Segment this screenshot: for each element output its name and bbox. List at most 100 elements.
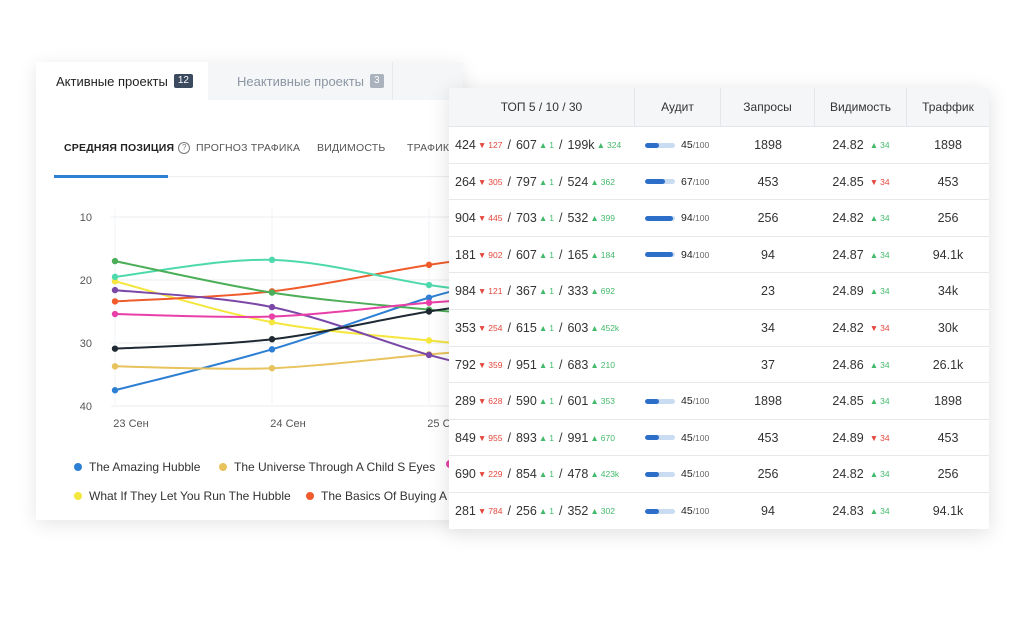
trend-down-icon: ▼ (477, 323, 487, 333)
legend-dot-icon (219, 463, 227, 471)
data-point (111, 273, 119, 281)
trend-up-icon: ▲ (538, 249, 548, 260)
top5-delta: 955 (488, 432, 503, 443)
requests-cell: 453 (757, 430, 779, 445)
trend-up-icon: ▲ (538, 140, 548, 150)
trend-up-icon: ▲ (538, 469, 548, 480)
table-row[interactable]: 264 ▼ 305/797 ▲ 1/524 ▲ 362 67/100 453 24.85 ▼ 34 45… (449, 164, 989, 201)
trend-down-icon: ▼ (477, 213, 487, 224)
header-traffic[interactable]: Траффик (922, 100, 974, 114)
visibility-delta: 34 (880, 506, 890, 516)
data-point (268, 365, 276, 372)
help-icon[interactable]: ? (178, 142, 191, 154)
top10-delta: 1 (549, 323, 554, 333)
audit-bar (645, 471, 675, 477)
separator: / (558, 504, 563, 518)
tab-active-projects[interactable]: Активные проекты 12 (36, 62, 208, 100)
series-line (114, 350, 463, 370)
header-visibility[interactable]: Видимость (815, 88, 907, 126)
top10-value: 590 (515, 394, 537, 409)
visibility-value: 24.82 (832, 321, 864, 335)
table-row[interactable]: 353 ▼ 254/615 ▲ 1/603 ▲ 452k 34 24.82 ▼ 34 30k (449, 310, 989, 347)
table-row[interactable]: 904 ▼ 445/703 ▲ 1/532 ▲ 399 94/100 256 24.82 ▲ 34 25… (449, 200, 989, 237)
audit-cell: 94/100 (645, 200, 709, 236)
data-point (111, 298, 119, 305)
requests-cell: 23 (761, 284, 775, 299)
visibility-value: 24.85 (832, 394, 864, 409)
top-cell: 792 ▼ 359/951 ▲ 1/683 ▲ 210 (455, 347, 615, 383)
top5-value: 264 (455, 174, 476, 189)
projects-table: ТОП 5 / 10 / 30 Аудит Запросы Видимость … (449, 88, 989, 529)
tab-traffic[interactable]: ТРАФИК (407, 120, 449, 176)
audit-bar-fill (645, 471, 659, 477)
trend-up-icon: ▲ (596, 140, 605, 150)
trend-up-icon: ▲ (869, 359, 879, 370)
top30-value: 199k (567, 138, 595, 152)
legend-item[interactable]: The Amazing Hubble (74, 460, 200, 474)
separator: / (507, 211, 511, 226)
legend-item[interactable]: The Basics Of Buying A T (306, 489, 457, 503)
table-row[interactable]: 690 ▼ 229/854 ▲ 1/478 ▲ 423k 45/100 256 24.82 ▲ 34 2… (449, 456, 989, 493)
data-point (425, 337, 433, 344)
trend-up-icon: ▲ (590, 176, 599, 187)
data-point (268, 336, 276, 343)
header-audit[interactable]: Аудит (635, 88, 721, 126)
trend-up-icon: ▲ (590, 286, 599, 297)
traffic-cell: 1898 (934, 394, 962, 409)
header-requests[interactable]: Запросы (721, 88, 815, 126)
top5-value: 281 (455, 504, 476, 518)
requests-cell: 453 (757, 174, 779, 189)
visibility-delta: 34 (880, 323, 890, 333)
legend-item[interactable]: The Universe Through A Child S Eyes (219, 460, 435, 474)
audit-bar-fill (645, 398, 659, 404)
table-row[interactable]: 181 ▼ 902/607 ▲ 1/165 ▲ 184 94/100 94 24.87 ▲ 34 94.… (449, 237, 989, 274)
trend-down-icon: ▼ (477, 140, 487, 150)
tab-average-position[interactable]: СРЕДНЯЯ ПОЗИЦИЯ ? (64, 120, 191, 176)
header-top[interactable]: ТОП 5 / 10 / 30 (449, 88, 635, 126)
table-row[interactable]: 424 ▼ 127/607 ▲ 1/199k ▲ 324 45/100 1898 24.82 ▲ 34… (449, 127, 989, 164)
top-cell: 424 ▼ 127/607 ▲ 1/199k ▲ 324 (455, 127, 621, 163)
audit-cell: 45/100 (645, 420, 709, 456)
tab-visibility[interactable]: ВИДИМОСТЬ (317, 120, 385, 176)
top30-value: 333 (567, 284, 589, 299)
visibility-cell: 24.86 ▲ 34 (815, 347, 907, 383)
visibility-cell: 24.82 ▲ 34 (815, 456, 907, 492)
visibility-delta: 34 (880, 396, 890, 407)
chart-tabs: СРЕДНЯЯ ПОЗИЦИЯ ? ПРОГНОЗ ТРАФИКА ВИДИМО… (54, 120, 463, 178)
top30-delta: 210 (600, 359, 615, 370)
audit-bar (645, 508, 675, 514)
top30-value: 601 (567, 394, 589, 409)
audit-score: 45 (681, 431, 693, 444)
tab-inactive-projects[interactable]: Неактивные проекты 3 (209, 62, 393, 100)
audit-cell: 94/100 (645, 237, 709, 273)
data-point (268, 346, 276, 353)
traffic-cell: 30k (937, 321, 959, 335)
trend-down-icon: ▼ (477, 396, 487, 407)
count-badge: 3 (370, 74, 384, 88)
top10-value: 854 (515, 467, 537, 482)
audit-score: 45 (681, 395, 693, 408)
top10-delta: 1 (549, 396, 554, 407)
visibility-cell: 24.85 ▼ 34 (815, 164, 907, 200)
top30-delta: 302 (600, 506, 615, 516)
top5-value: 181 (455, 247, 476, 262)
separator: / (507, 430, 511, 445)
separator: / (507, 284, 511, 299)
table-row[interactable]: 792 ▼ 359/951 ▲ 1/683 ▲ 210 37 24.86 ▲ 34 26.1k (449, 347, 989, 384)
top10-delta: 1 (549, 176, 554, 187)
table-row[interactable]: 281 ▼ 784/256 ▲ 1/352 ▲ 302 45/100 94 24.83 ▲ 34 94.… (449, 493, 989, 529)
tab-traffic-forecast[interactable]: ПРОГНОЗ ТРАФИКА (196, 120, 300, 176)
data-point (425, 294, 433, 301)
legend-item[interactable]: What If They Let You Run The Hubble (74, 489, 291, 503)
audit-bar-fill (645, 142, 659, 148)
trend-up-icon: ▲ (538, 323, 548, 333)
top30-value: 603 (567, 321, 589, 335)
legend-label: The Amazing Hubble (89, 460, 201, 474)
table-row[interactable]: 984 ▼ 121/367 ▲ 1/333 ▲ 692 23 24.89 ▲ 34 34k (449, 273, 989, 310)
table-row[interactable]: 289 ▼ 628/590 ▲ 1/601 ▲ 353 45/100 1898 24.85 ▲ 34 1… (449, 383, 989, 420)
table-row[interactable]: 849 ▼ 955/893 ▲ 1/991 ▲ 670 45/100 453 24.89 ▼ 34 45… (449, 420, 989, 457)
top10-value: 615 (515, 321, 537, 335)
audit-score: 45 (681, 139, 693, 151)
series-line (114, 258, 463, 291)
top10-delta: 1 (549, 140, 554, 150)
